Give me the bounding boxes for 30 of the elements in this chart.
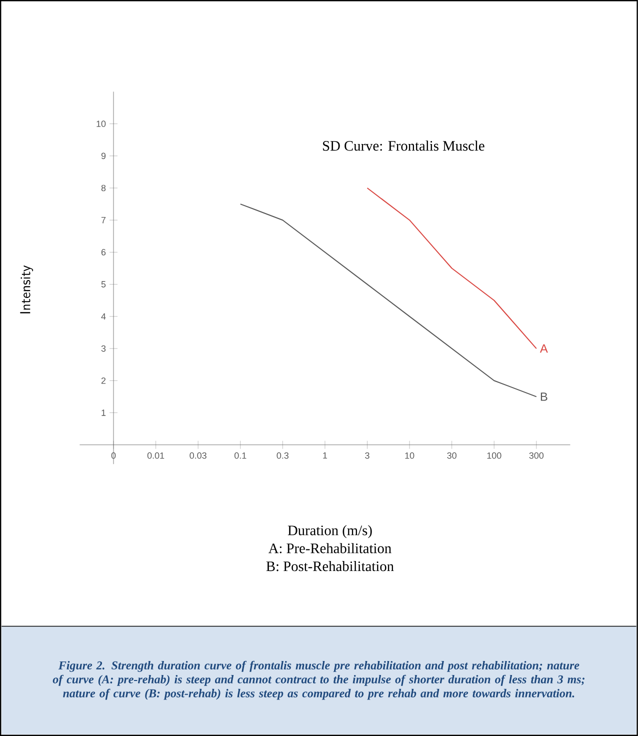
x-tick-label: 3 <box>365 452 370 459</box>
y-tick-label: 1 <box>102 410 106 416</box>
y-tick-label: 4 <box>101 313 106 320</box>
text: SD Curve: Frontalis Muscle <box>323 140 484 151</box>
y-axis-title: Intensity <box>20 265 34 314</box>
x-tick-label: 0.1 <box>234 452 246 459</box>
x-tick-label: 0.3 <box>276 452 289 459</box>
y-tick-label: 7 <box>102 217 106 224</box>
x-tick-label: 10 <box>405 452 414 459</box>
text: A: Pre-Rehabilitation <box>268 543 392 554</box>
series-label: B <box>540 392 548 401</box>
x-tick-label: 0.01 <box>147 452 164 459</box>
x-tick-label: 1 <box>323 452 328 459</box>
x-tick-label: 0.03 <box>190 452 206 459</box>
caption: Figure 2. Strength duration curve of frontalis muscle pre rehabilitation and post rehabilitation; nature of curve (A: pre-rehab) is steep and cannot contract to the impulse of shorter duration of less than 3 ms; nature of curve (B: post-rehab) is less steep as compared to pre rehab and more towards innervation. <box>52 660 585 700</box>
x-tick-label: 0 <box>111 452 116 459</box>
x-tick-label: 100 <box>487 452 502 459</box>
y-tick-label: 2 <box>102 377 106 384</box>
y-tick-label: 10 <box>96 120 106 127</box>
y-tick-label: 8 <box>101 184 106 192</box>
x-tick-label: 30 <box>447 452 457 459</box>
y-tick-label: 9 <box>101 152 106 160</box>
y-tick-label: 6 <box>102 249 106 256</box>
y-tick-label: 5 <box>101 281 106 288</box>
x-tick-label: 300 <box>529 452 544 459</box>
x-axis-title: Duration (m/s) <box>288 525 372 538</box>
line-series <box>366 187 537 350</box>
y-tick-label: 3 <box>101 345 106 352</box>
text: B: Post-Rehabilitation <box>266 561 394 572</box>
series-label: A <box>540 344 548 353</box>
